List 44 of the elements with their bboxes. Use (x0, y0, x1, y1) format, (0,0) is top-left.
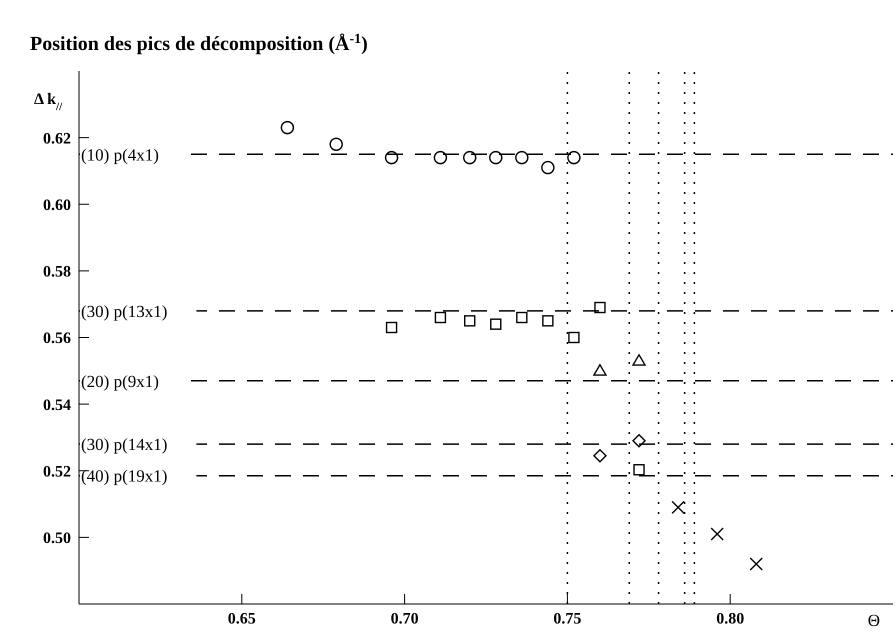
y-tick-label: 0.54 (43, 396, 71, 414)
x-tick-label: 0.80 (716, 610, 744, 628)
x-axis-title: Θ (868, 611, 880, 630)
point (593, 449, 607, 462)
point (568, 332, 580, 344)
point (515, 150, 529, 164)
point (384, 150, 398, 164)
point (632, 434, 646, 448)
point (489, 150, 502, 164)
y-axis-title: Δ k$_{//}$ (34, 91, 64, 113)
y-tick-label: 0.56 (43, 330, 71, 348)
point (541, 160, 555, 174)
y-tick-label: 0.62 (43, 130, 71, 148)
point (330, 138, 343, 151)
point (567, 150, 581, 164)
chart-title: Position des pics de décomposition (Å$^{-1}$) (30, 32, 368, 55)
point (434, 312, 446, 324)
point (593, 364, 607, 376)
ref-line-label: (30) p(14x1) (81, 435, 168, 454)
point (386, 322, 398, 334)
ref-line-label: (20) p(9x1) (81, 372, 159, 391)
ref-line-label: (10) p(4x1) (81, 145, 159, 164)
point (750, 557, 763, 571)
y-tick-label: 0.60 (43, 196, 71, 214)
point (463, 150, 476, 164)
y-tick-label: 0.50 (43, 530, 71, 548)
point (434, 150, 448, 164)
point (671, 500, 685, 514)
point (280, 120, 294, 134)
point (464, 315, 476, 327)
point (490, 318, 502, 330)
point (542, 315, 554, 327)
y-tick-label: 0.58 (43, 264, 71, 281)
point (516, 312, 528, 324)
point (594, 302, 606, 314)
x-tick-label: 0.75 (553, 610, 582, 628)
ref-line-label: (40) p(19x1) (81, 466, 168, 486)
ref-line-label: (30) p(13x1) (81, 302, 168, 321)
x-tick-label: 0.65 (228, 610, 256, 628)
point (632, 354, 646, 366)
x-tick-label: 0.70 (390, 610, 419, 628)
y-tick-label: 0.52 (43, 463, 71, 480)
point (633, 464, 645, 476)
point (710, 527, 724, 541)
